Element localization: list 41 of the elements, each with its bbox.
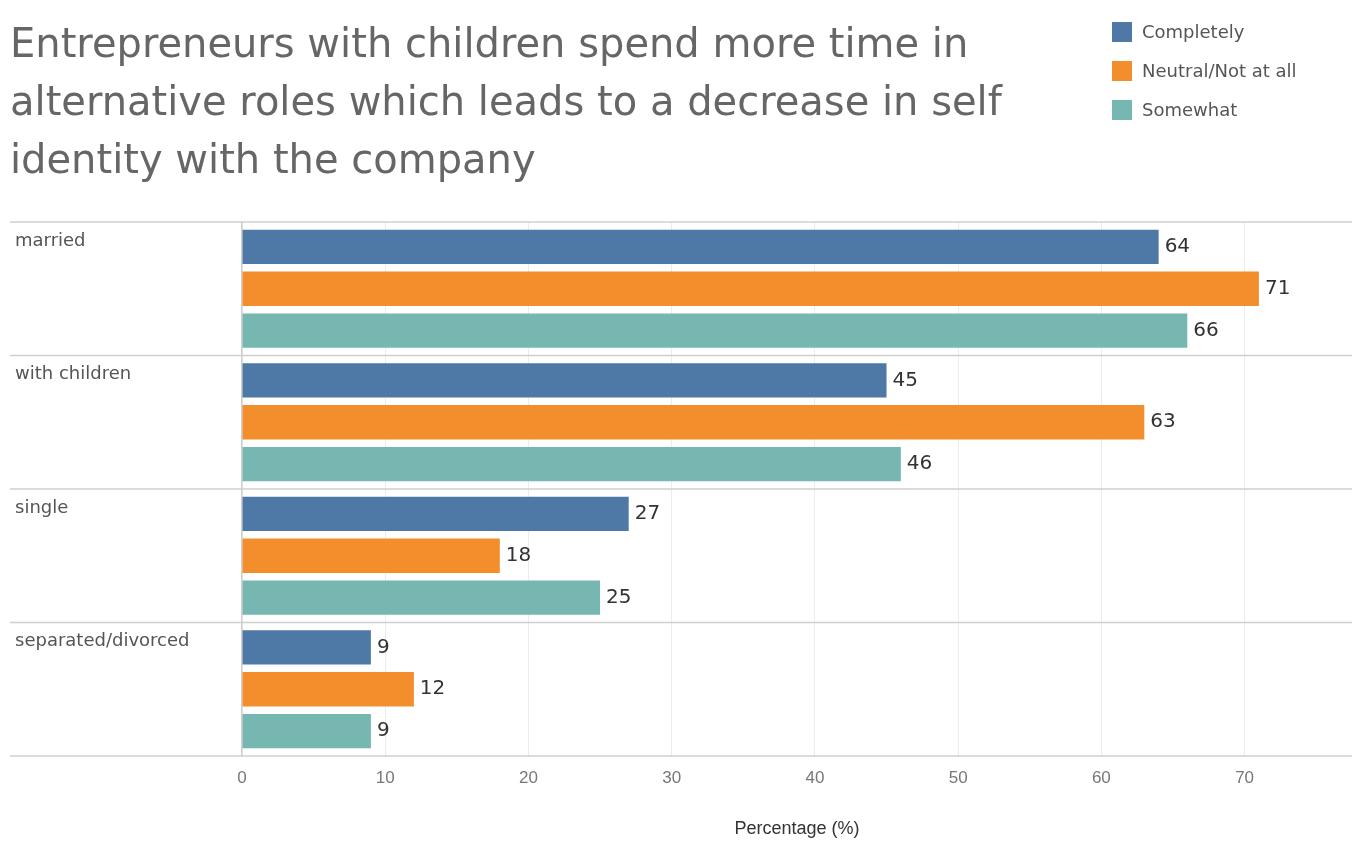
bar xyxy=(242,405,1145,440)
legend-label: Somewhat xyxy=(1142,99,1238,120)
x-tick-label: 20 xyxy=(518,767,538,787)
data-label: 63 xyxy=(1150,408,1176,433)
data-label: 9 xyxy=(376,633,390,658)
x-tick-label: 50 xyxy=(948,767,968,787)
x-tick-label: 40 xyxy=(805,767,825,787)
bar xyxy=(242,496,629,532)
bar xyxy=(242,363,887,398)
y-tick-label: single xyxy=(15,495,69,517)
x-tick-label: 0 xyxy=(237,767,247,787)
data-label: 18 xyxy=(505,541,532,566)
data-label: 25 xyxy=(606,583,632,608)
y-tick-label: with children xyxy=(15,362,132,384)
bar xyxy=(242,713,371,749)
bar xyxy=(242,313,1188,348)
bar xyxy=(242,229,1159,265)
x-axis-title: Percentage (%) xyxy=(734,818,860,839)
data-label: 46 xyxy=(906,450,933,475)
y-tick-label: married xyxy=(15,228,86,250)
data-label: 71 xyxy=(1264,274,1291,299)
data-label: 66 xyxy=(1193,316,1219,341)
data-label: 27 xyxy=(634,500,661,525)
bar xyxy=(242,538,500,573)
data-label: 12 xyxy=(419,675,446,700)
bar xyxy=(242,446,901,482)
bar xyxy=(242,630,371,665)
legend-label: Completely xyxy=(1142,21,1245,42)
x-tick-label: 10 xyxy=(375,767,395,787)
data-label: 64 xyxy=(1164,233,1191,258)
bar xyxy=(242,271,1259,306)
data-label: 9 xyxy=(376,717,390,742)
bar xyxy=(242,672,414,707)
x-tick-label: 60 xyxy=(1091,767,1111,787)
legend-label: Neutral/Not at all xyxy=(1142,60,1297,81)
x-tick-label: 30 xyxy=(662,767,682,787)
bar xyxy=(242,580,601,615)
y-tick-label: separated/divorced xyxy=(15,629,190,651)
chart-title: Entrepreneurs with children spend more time in alternative roles which leads to a decrease in self identity with the company xyxy=(10,19,1004,184)
data-label: 45 xyxy=(892,366,918,391)
x-tick-label: 70 xyxy=(1235,767,1255,787)
